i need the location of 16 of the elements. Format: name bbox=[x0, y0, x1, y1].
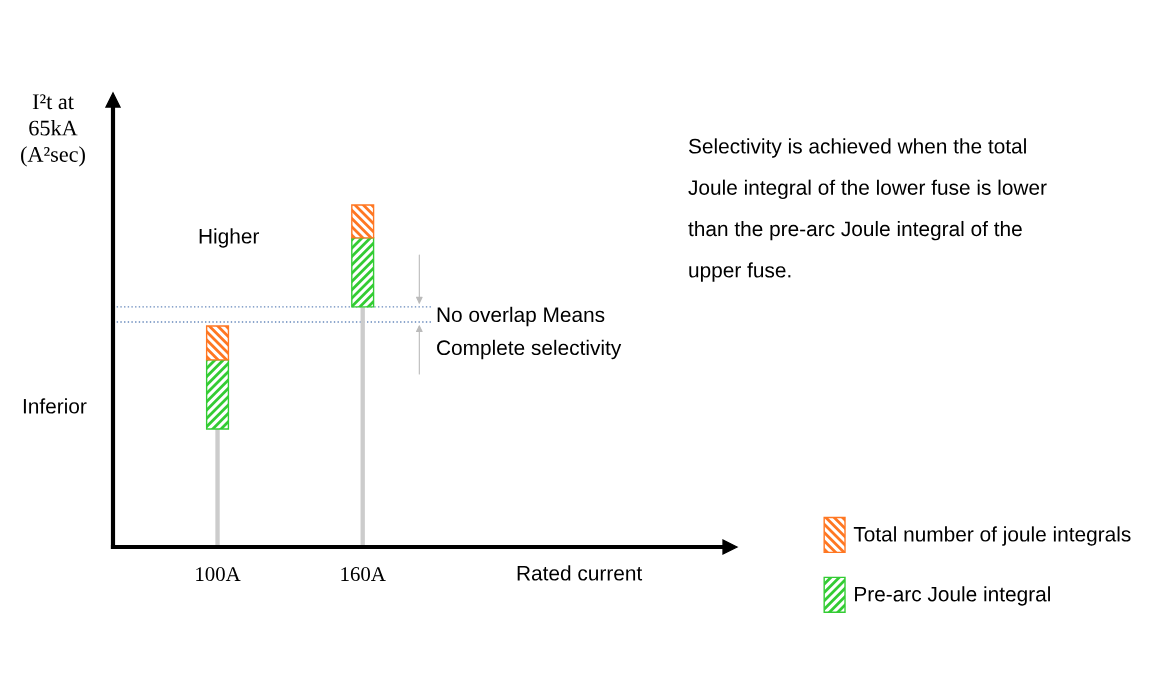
x-tick-label: 100A bbox=[196, 567, 241, 582]
bar bbox=[205, 359, 230, 430]
bar bbox=[205, 325, 230, 361]
x-tick-label: 160A bbox=[341, 567, 386, 582]
x-axis-title: Rated current bbox=[517, 565, 643, 581]
legend-label: Pre-arc Joule integral bbox=[855, 586, 1050, 606]
bar bbox=[360, 306, 365, 547]
text: No overlap Means Complete selectivity bbox=[437, 306, 622, 360]
bar bbox=[351, 204, 375, 239]
legend-label: Total number of joule integrals bbox=[853, 526, 1131, 546]
text: I²t at 65kA (A²sec) bbox=[21, 94, 85, 167]
bar bbox=[351, 237, 375, 308]
text: Selectivity is achieved when the total Joule integral of the lower fuse is lower than the pre-arc Joule integral of the upper fuse. bbox=[688, 138, 1047, 282]
text: Inferior bbox=[23, 398, 87, 414]
bar bbox=[215, 429, 220, 547]
annotation: Higher bbox=[199, 228, 260, 248]
